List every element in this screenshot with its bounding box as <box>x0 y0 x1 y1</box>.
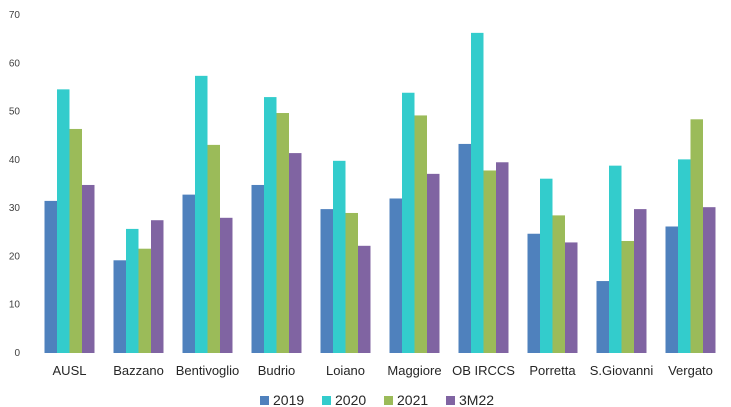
bar-2021 <box>552 215 565 353</box>
bar-group-vergato <box>665 119 716 353</box>
bar-2019 <box>44 200 57 353</box>
y-tick-label: 30 <box>9 203 21 214</box>
bar-group-maggiore <box>389 92 440 354</box>
bar-3m22 <box>151 220 164 353</box>
bar-2020 <box>471 32 484 353</box>
bar-2019 <box>596 281 609 353</box>
legend-swatch <box>446 396 455 405</box>
bar-2020 <box>57 89 70 354</box>
bar-3m22 <box>220 217 233 353</box>
x-tick-label: Vergato <box>668 363 713 378</box>
y-tick-label: 60 <box>9 58 21 69</box>
y-axis-ticks: 0 10 20 30 40 50 60 70 <box>9 10 21 359</box>
bar-2021 <box>690 119 703 353</box>
bar-2021 <box>69 128 82 353</box>
bar-2020 <box>678 159 691 353</box>
bar-2020 <box>126 228 139 353</box>
x-tick-label: Budrio <box>258 363 296 378</box>
bar-3m22 <box>289 153 302 353</box>
legend-label: 2019 <box>273 392 304 407</box>
bar-group-budrio <box>251 97 302 354</box>
legend-label: 2020 <box>335 392 366 407</box>
bar-2021 <box>276 113 289 354</box>
bar-2019 <box>182 194 195 353</box>
bar-2019 <box>251 184 264 353</box>
x-tick-label: OB IRCCS <box>452 363 515 378</box>
y-tick-label: 10 <box>9 300 21 311</box>
legend-swatch <box>384 396 393 405</box>
bar-2021 <box>483 170 496 353</box>
x-tick-label: Bazzano <box>113 363 164 378</box>
bar-2020 <box>195 75 208 353</box>
legend-label: 3M22 <box>459 392 494 407</box>
bar-2019 <box>389 198 402 353</box>
bar-3m22 <box>703 207 716 353</box>
bar-group-loiano <box>320 160 371 353</box>
y-tick-label: 70 <box>9 10 21 21</box>
bar-2020 <box>609 165 622 353</box>
bar-group-bazzano <box>113 220 164 353</box>
legend-item-3m22: 3M22 <box>446 392 494 407</box>
bars <box>44 32 716 354</box>
bar-group-ausl <box>44 89 95 354</box>
x-tick-label: Porretta <box>529 363 576 378</box>
bar-2021 <box>621 240 634 353</box>
legend-item-2020: 2020 <box>322 392 366 407</box>
x-tick-label: Loiano <box>326 363 365 378</box>
legend-swatch <box>260 396 269 405</box>
y-tick-label: 0 <box>14 348 20 359</box>
bar-2019 <box>527 233 540 353</box>
bar-3m22 <box>82 184 95 353</box>
y-tick-label: 20 <box>9 251 21 262</box>
legend-label: 2021 <box>397 392 428 407</box>
bar-2019 <box>665 226 678 353</box>
bar-group-ob-irccs <box>458 32 509 353</box>
x-tick-label: AUSL <box>53 363 87 378</box>
legend-item-2021: 2021 <box>384 392 428 407</box>
x-tick-label: Bentivoglio <box>176 363 240 378</box>
bar-group-bentivoglio <box>182 75 233 353</box>
bar-2019 <box>320 209 333 353</box>
bar-group-s-giovanni <box>596 165 647 353</box>
bar-2021 <box>207 144 220 353</box>
x-tick-label: Maggiore <box>387 363 441 378</box>
x-tick-label: S.Giovanni <box>590 363 654 378</box>
bar-3m22 <box>358 245 371 353</box>
bar-2021 <box>414 115 427 353</box>
bar-2020 <box>333 160 346 353</box>
legend-item-2019: 2019 <box>260 392 304 407</box>
bar-2021 <box>345 212 358 353</box>
legend-swatch <box>322 396 331 405</box>
bar-2020 <box>402 92 415 354</box>
bar-3m22 <box>496 162 509 353</box>
legend: 2019 2020 2021 3M22 <box>260 392 494 407</box>
bar-2020 <box>540 178 553 353</box>
bar-group-porretta <box>527 178 578 353</box>
bar-2019 <box>113 260 126 353</box>
bar-2019 <box>458 143 471 353</box>
y-tick-label: 50 <box>9 107 21 118</box>
bar-3m22 <box>427 173 440 353</box>
bar-2021 <box>138 248 151 353</box>
bar-3m22 <box>565 242 578 353</box>
bar-2020 <box>264 97 277 353</box>
bar-3m22 <box>634 209 647 353</box>
y-tick-label: 40 <box>9 155 21 166</box>
x-axis-labels: AUSL Bazzano Bentivoglio Budrio Loiano Maggio… <box>53 363 713 378</box>
